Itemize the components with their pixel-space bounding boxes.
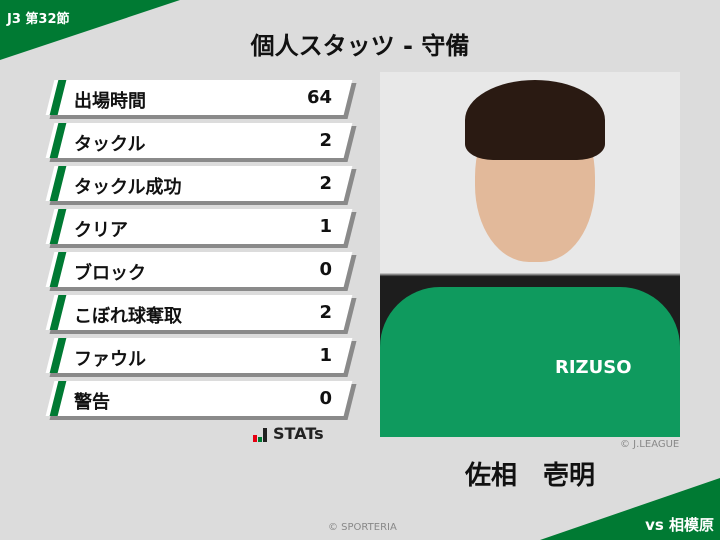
stat-label: こぼれ球奪取 [74, 306, 182, 327]
stat-value: 1 [319, 216, 332, 237]
stats-list: 出場時間 64 タックル 2 タックル成功 2 クリア 1 ブロック 0 こぼれ球奪取 2 ファウル 1 警… [45, 80, 357, 424]
stat-value: 1 [319, 345, 332, 366]
stat-label: 出場時間 [74, 91, 146, 112]
stat-label: ファウル [74, 349, 146, 370]
stat-value: 2 [319, 130, 332, 151]
stat-row: クリア 1 [45, 209, 357, 248]
player-name: 佐相 壱明 [464, 461, 595, 491]
stat-row: 警告 0 [45, 381, 357, 420]
stat-label: 警告 [74, 392, 110, 413]
stat-row: ファウル 1 [45, 338, 357, 377]
stat-row: 出場時間 64 [45, 80, 357, 119]
stat-row: ブロック 0 [45, 252, 357, 291]
stat-label: ブロック [74, 263, 146, 284]
stat-value: 2 [319, 173, 332, 194]
stat-value: 0 [319, 388, 332, 409]
stat-row: タックル成功 2 [45, 166, 357, 205]
stat-value: 64 [306, 87, 332, 108]
round-label: J3 第32節 [7, 12, 70, 27]
stats-logo: STATs [253, 426, 324, 442]
player-photo: RIZUSO [380, 72, 680, 437]
stat-label: クリア [74, 220, 128, 241]
copyright: © SPORTERIA [328, 522, 397, 533]
stat-label: タックル [74, 134, 146, 155]
opponent-label: vs 相模原 [645, 516, 714, 534]
stat-label: タックル成功 [74, 177, 182, 198]
page-title: 個人スタッツ - 守備 [250, 32, 470, 60]
stat-value: 2 [319, 302, 332, 323]
photo-credit: © J.LEAGUE [620, 439, 680, 450]
bar-chart-icon [253, 428, 267, 442]
stat-row: こぼれ球奪取 2 [45, 295, 357, 334]
stat-value: 0 [319, 259, 332, 280]
stat-row: タックル 2 [45, 123, 357, 162]
